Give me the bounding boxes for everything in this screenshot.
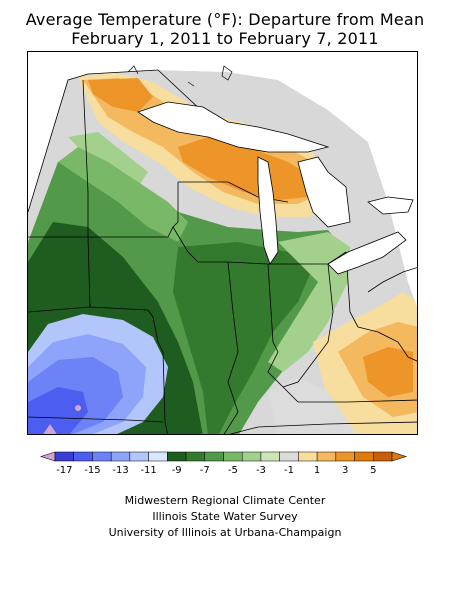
map-canvas <box>28 52 417 434</box>
blue-zone-core <box>28 387 88 434</box>
legend-swatch <box>373 451 393 462</box>
legend-arrow-high <box>391 451 407 462</box>
legend-swatch <box>204 451 224 462</box>
legend-swatch <box>148 451 168 462</box>
purple-spot <box>43 424 57 434</box>
legend-swatch <box>73 451 93 462</box>
map-title-line-1: Average Temperature (°F): Departure from… <box>25 10 425 29</box>
orange-zone-north-core <box>178 137 313 200</box>
green-zone-pale <box>68 132 148 187</box>
legend-swatch <box>110 451 131 462</box>
credit-line-3: University of Illinois at Urbana-Champai… <box>108 526 342 539</box>
legend-tick-label: -13 <box>112 465 128 476</box>
legend-swatch <box>129 451 149 462</box>
orange-zone-northwest <box>88 78 153 112</box>
color-legend: -17 -15 -13 -11 -9 -7 -5 -3 -1 1 3 5 <box>40 451 407 476</box>
lake-superior <box>137 101 330 153</box>
legend-swatch <box>260 451 280 462</box>
legend-tick-label: 1 <box>314 465 320 476</box>
legend-tick-label: 3 <box>342 465 348 476</box>
islands <box>127 65 233 87</box>
legend-swatch <box>54 451 74 462</box>
legend-swatch <box>223 451 243 462</box>
lake-huron <box>297 156 351 228</box>
lake-michigan <box>257 156 279 265</box>
lake-erie <box>327 231 407 275</box>
outside-domain-canada <box>28 52 417 307</box>
lake-ontario <box>367 196 414 215</box>
legend-tick-label: -5 <box>228 465 238 476</box>
legend-tick-label: -9 <box>172 465 182 476</box>
green-zone-mid <box>173 242 313 434</box>
legend-tick-label: -3 <box>256 465 266 476</box>
credit-line-2: Illinois State Water Survey <box>152 510 298 523</box>
map-title-line-2: February 1, 2011 to February 7, 2011 <box>71 29 379 48</box>
legend-tick-label: -11 <box>140 465 156 476</box>
legend-tick-label: -7 <box>200 465 210 476</box>
legend-tick-label: 5 <box>370 465 376 476</box>
green-zone-upper <box>58 147 188 242</box>
legend-swatch <box>241 451 262 462</box>
legend-tick-label: -15 <box>84 465 100 476</box>
legend-swatch <box>167 451 187 462</box>
legend-swatch <box>335 451 355 462</box>
legend-swatch <box>185 451 206 462</box>
legend-swatch <box>354 451 374 462</box>
credit-line-1: Midwestern Regional Climate Center <box>124 494 326 507</box>
legend-tick-label: -1 <box>284 465 294 476</box>
legend-swatch <box>298 451 318 462</box>
legend-swatch <box>279 451 299 462</box>
legend-swatches <box>40 451 407 462</box>
legend-swatch <box>316 451 337 462</box>
legend-labels: -17 -15 -13 -11 -9 -7 -5 -3 -1 1 3 5 <box>56 465 376 476</box>
green-zone-light-east <box>268 232 350 372</box>
orange-zone-southeast-core <box>363 347 413 397</box>
legend-tick-label: -17 <box>56 465 72 476</box>
purple-dot <box>75 405 81 411</box>
legend-swatch <box>92 451 112 462</box>
legend-arrow-low <box>40 451 56 462</box>
temperature-departure-map <box>27 51 418 435</box>
great-lakes <box>137 101 414 275</box>
gray-band-southeast <box>268 377 357 434</box>
